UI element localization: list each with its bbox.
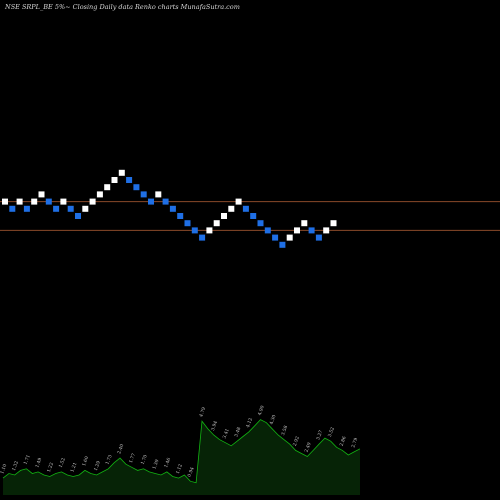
chart-title: NSE SRPL_BE 5%~ Closing Daily data Renko… [4,3,240,11]
volume-value-label: 3.94 [210,420,219,432]
volume-value-label: 1.70 [140,454,149,466]
volume-area [3,419,360,495]
volume-value-label: 1.12 [175,463,184,475]
renko-brick-down [133,184,140,191]
volume-value-label: 1.46 [163,457,172,469]
renko-brick-down [169,205,176,212]
renko-brick-down [184,220,191,227]
renko-brick-down [242,205,249,212]
renko-brick-down [75,213,81,219]
renko-brick-up [2,198,8,205]
volume-value-label: 2.92 [292,435,301,447]
renko-brick-down [177,213,184,219]
renko-brick-down [45,198,52,205]
volume-value-label: 3.58 [280,425,289,437]
volume-line [2,419,361,484]
renko-brick-up [228,205,235,212]
volume-value-label: 1.77 [128,452,137,464]
volume-value-label: 0.94 [187,466,196,478]
volume-value-label: 2.86 [339,435,348,447]
renko-brick-down [257,220,264,227]
renko-brick-up [286,234,293,241]
volume-value-label: 3.48 [233,426,242,438]
renko-brick-up [155,191,162,198]
renko-brick-down [53,205,60,212]
volume-value-label: 4.30 [268,414,277,426]
volume-value-label: 1.29 [93,460,102,472]
renko-brick-up [111,177,118,183]
renko-brick-up [82,205,89,212]
renko-brick-down [272,234,279,241]
volume-value-label: 1.73 [105,454,114,466]
renko-brick-up [96,191,103,198]
renko-brick-up [60,198,67,205]
renko-brick-down [250,213,257,219]
renko-brick-up [330,220,337,227]
renko-brick-up [301,220,308,227]
renko-brick-up [31,198,38,205]
renko-brick-up [104,184,111,191]
volume-value-label: 1.71 [23,454,32,466]
renko-brick-down [279,241,286,248]
volume-value-label: 1.52 [58,457,67,469]
renko-brick-down [9,205,16,212]
volume-value-label: 2.49 [304,442,313,454]
volume-value-label: 4.79 [198,406,207,418]
renko-brick-up [235,198,242,205]
renko-brick-up [206,227,213,234]
renko-brick-up [221,213,227,219]
volume-value-label: 1.21 [69,462,78,474]
renko-brick-up [213,220,220,227]
renko-brick-down [199,234,206,241]
renko-brick-down [126,177,133,183]
renko-brick-up [118,169,125,176]
renko-brick-up [89,198,96,205]
volume-value-label: 1.10 [0,463,8,475]
renko-brick-down [308,227,315,234]
renko-brick-up [323,227,330,234]
renko-brick-down [315,234,322,241]
volume-value-label: 1.32 [11,460,20,472]
volume-value-label: 4.90 [257,405,266,417]
volume-panel: 1.10 1.321.71 1.49 1.22 1.52 1.211.60 1.291.73… [0,405,361,495]
volume-value-label: 1.39 [151,459,160,471]
reference-lines [0,201,500,231]
renko-brick-up [38,191,45,198]
renko-brick-down [191,227,198,234]
volume-value-label: 3.27 [315,429,324,441]
renko-brick-down [23,205,30,212]
renko-bricks [2,169,337,248]
volume-value-label: 3.41 [222,428,231,440]
renko-brick-down [148,198,154,205]
volume-value-label: 2.40 [116,443,125,455]
renko-brick-up [294,227,300,234]
volume-value-label: 1.22 [46,462,55,474]
volume-value-label: 1.49 [34,457,43,469]
volume-value-label: 3.52 [327,426,336,438]
renko-brick-down [162,198,169,205]
volume-value-label: 1.60 [81,455,90,467]
renko-brick-down [140,191,147,198]
renko-brick-down [264,227,271,234]
volume-value-label: 4.12 [245,417,254,429]
volume-value-label: 2.79 [350,437,359,449]
renko-brick-up [16,198,23,205]
renko-brick-down [67,205,74,212]
